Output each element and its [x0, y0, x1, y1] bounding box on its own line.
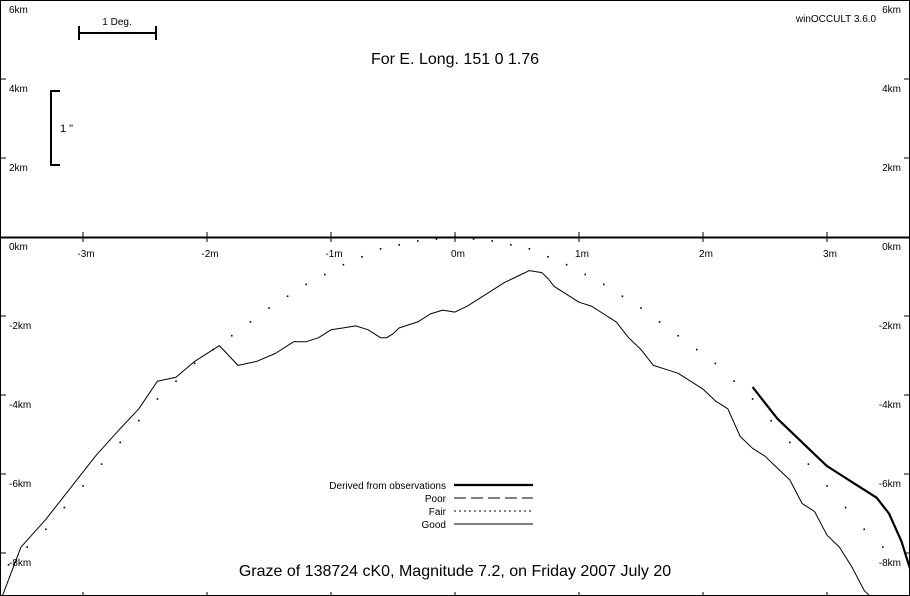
limb-dot [528, 248, 531, 250]
limb-dot [565, 263, 568, 266]
limb-dot [491, 240, 493, 242]
limb-dot [844, 506, 847, 509]
y-tick-label-left: 0km [9, 242, 28, 253]
y-tick-label-right: 6km [882, 5, 901, 16]
y-tick-label-left: -4km [9, 400, 31, 411]
y-tick-label-left: 2km [9, 163, 28, 174]
limb-dot [733, 380, 735, 382]
limb-dot [119, 441, 121, 444]
chart-caption: Graze of 138724 cK0, Magnitude 7.2, on F… [239, 563, 671, 580]
limb-dot [45, 528, 47, 531]
legend-label: Fair [429, 507, 447, 518]
legend-label: Poor [425, 494, 447, 505]
good-profile-line [1, 270, 871, 596]
limb-dot [342, 263, 345, 266]
limb-dot [398, 244, 400, 246]
limb-dot [603, 283, 605, 286]
limb-dot [63, 506, 66, 509]
scale-bars: 1 Deg. 1 " [50, 17, 157, 166]
limb-dot [305, 283, 307, 286]
limb-dot [100, 463, 103, 465]
limb-dot [826, 485, 828, 487]
y-tick-label-left: -6km [9, 479, 31, 490]
limb-dot [751, 398, 754, 400]
limb-dot [770, 419, 772, 422]
limb-dot [472, 238, 475, 240]
software-label: winOCCULT 3.6.0 [795, 14, 877, 25]
legend-label: Derived from observations [329, 481, 446, 492]
limb-dot [584, 273, 586, 276]
limb-dot [7, 564, 10, 566]
limb-dot [807, 463, 810, 465]
y-tick-label-right: -2km [879, 321, 901, 332]
limb-dot [82, 485, 84, 487]
limb-dot [249, 321, 252, 323]
limb-dot [454, 236, 456, 238]
limb-dot [175, 380, 177, 382]
limb-dot [26, 546, 28, 548]
limb-dot [379, 248, 382, 250]
x-tick-label: 0m [451, 249, 465, 260]
limb-dot [435, 238, 438, 240]
limb-dot [714, 362, 717, 365]
limb-dot [324, 273, 326, 276]
limb-dot [417, 240, 419, 242]
limb-dot [361, 255, 363, 258]
limb-dot [789, 441, 791, 444]
x-tick-label: 3m [823, 249, 837, 260]
limb-dot [193, 362, 196, 365]
legend: Derived from observations Poor Fair Good [329, 481, 533, 531]
arcsec-scale-label: 1 " [60, 123, 73, 135]
series-group [1, 236, 910, 596]
x-tick-label: 2m [699, 249, 713, 260]
limb-dot [286, 295, 289, 298]
limb-dot [863, 528, 865, 531]
y-tick-label-right: -4km [879, 400, 901, 411]
limb-dot [658, 321, 661, 323]
limb-dot [138, 419, 140, 422]
y-tick-label-right: 0km [882, 242, 901, 253]
limb-dot [640, 307, 642, 309]
limb-dot [510, 244, 512, 246]
observed-limb-line [751, 386, 910, 570]
y-tick-label-right: 4km [882, 84, 901, 95]
y-tick-label-right: 2km [882, 163, 901, 174]
x-tick-label: -1m [325, 249, 342, 260]
limb-dot [621, 295, 624, 298]
legend-label: Good [422, 520, 446, 531]
limb-dot [677, 334, 679, 337]
y-tick-label-left: 4km [9, 84, 28, 95]
limb-dot [547, 255, 549, 258]
x-tick-label: 1m [575, 249, 589, 260]
y-tick-label-left: -8km [9, 558, 31, 569]
x-tick-label: -3m [77, 249, 94, 260]
limb-dot [882, 546, 884, 548]
limb-dot [696, 348, 698, 351]
degree-scale-label: 1 Deg. [102, 17, 131, 28]
y-tick-label-right: -6km [879, 479, 901, 490]
y-tick-label-right: -8km [879, 558, 901, 569]
limb-dot [268, 307, 270, 309]
y-tick-label-left: 6km [9, 5, 28, 16]
limb-dot [156, 398, 159, 400]
limb-dot [231, 334, 233, 337]
x-tick-label: -2m [201, 249, 218, 260]
chart-title: For E. Long. 151 0 1.76 [371, 51, 539, 68]
y-tick-label-left: -2km [9, 321, 31, 332]
